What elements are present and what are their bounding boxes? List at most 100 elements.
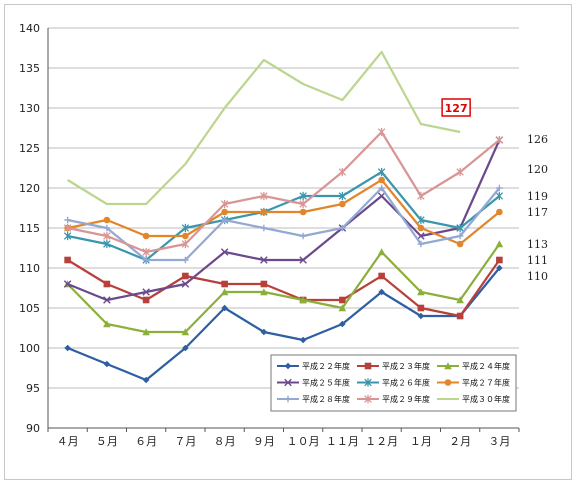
data-point [299,256,307,264]
data-point [417,304,425,312]
data-point [103,231,111,241]
data-point [284,362,292,370]
x-tick-label: ９月 [253,435,275,448]
data-point [378,272,385,280]
data-point [221,304,228,312]
data-point [339,224,346,232]
legend-item: 平成２９年度 [357,394,430,404]
data-point [299,199,307,209]
data-point [496,264,503,272]
data-point [495,135,504,145]
data-point [377,248,386,256]
data-point [496,184,503,192]
data-point [378,184,385,192]
data-point [444,362,452,370]
callout-box: 127 [441,98,471,117]
data-point [364,378,372,387]
end-value-label: 113 [527,238,548,251]
end-value-label: 117 [527,206,548,219]
data-point [260,328,268,336]
y-tick-label: 90 [26,422,40,435]
data-point [338,191,347,201]
y-tick-label: 115 [19,222,40,235]
data-point [417,215,425,225]
legend-label: 平成２８年度 [302,394,350,404]
legend-item: 平成２６年度 [357,378,430,388]
data-point [495,240,504,248]
data-point [496,256,503,264]
legend-item: 平成２７年度 [437,378,510,388]
series-8 [63,127,504,257]
data-point [142,232,150,240]
data-point [338,167,347,177]
data-point [299,191,307,201]
legend-item: 平成２２年度 [277,361,350,371]
data-point [417,232,425,240]
y-tick-label: 95 [26,382,40,395]
data-point [456,223,464,233]
data-point [181,280,190,288]
legend-label: 平成２６年度 [382,378,430,388]
data-point [364,362,372,370]
y-tick-label: 140 [19,22,40,35]
series-1 [64,264,503,384]
data-point [495,191,504,201]
legend-label: 平成２３年度 [382,361,430,371]
legend-label: 平成２２年度 [302,361,350,371]
data-point [221,280,228,288]
y-tick-label: 110 [19,262,40,275]
y-tick-label: 120 [19,182,40,195]
data-point [63,223,72,233]
data-point [103,280,111,288]
series-3 [63,240,504,336]
y-tick-label: 100 [19,342,40,355]
data-point [221,216,228,224]
legend-item: 平成２４年度 [437,361,510,371]
series-2 [64,256,503,320]
series-line [67,259,501,318]
x-tick-label: ３月 [488,435,510,448]
legend-label: 平成３０年度 [462,394,510,404]
data-point [377,167,386,177]
x-tick-label: １月 [410,435,432,448]
legend-label: 平成２４年度 [462,361,510,371]
data-point [182,344,189,352]
data-point [378,176,385,184]
callout-label: 127 [445,102,468,115]
data-point [260,224,268,232]
legend-item: 平成２５年度 [277,378,350,388]
data-point [182,256,189,264]
data-point [417,224,425,232]
data-point [299,336,307,344]
data-point [456,312,464,320]
data-point [417,288,425,296]
series-line [67,50,461,206]
y-tick-label: 135 [19,62,40,75]
data-point [339,296,346,304]
data-point [64,256,71,264]
end-value-label: 120 [527,163,548,176]
data-point [181,328,190,336]
data-point [103,360,111,368]
data-point [339,320,346,328]
data-point [444,379,452,386]
data-point [103,320,111,328]
data-point [496,208,503,216]
data-point [142,256,150,264]
data-point [182,272,189,280]
legend-item: 平成２３年度 [357,361,430,371]
legend-label: 平成２９年度 [382,394,430,404]
data-point [299,232,307,240]
data-point [142,376,150,384]
data-point [417,312,425,320]
legend-label: 平成２７年度 [462,378,510,388]
data-point [260,288,268,296]
x-tick-label: ８月 [214,435,236,448]
series-9 [67,50,461,206]
data-point [220,199,229,209]
data-point [103,239,111,249]
end-value-label: 111 [527,254,548,267]
data-point [142,247,150,257]
data-point [339,200,346,208]
data-point [103,216,111,224]
